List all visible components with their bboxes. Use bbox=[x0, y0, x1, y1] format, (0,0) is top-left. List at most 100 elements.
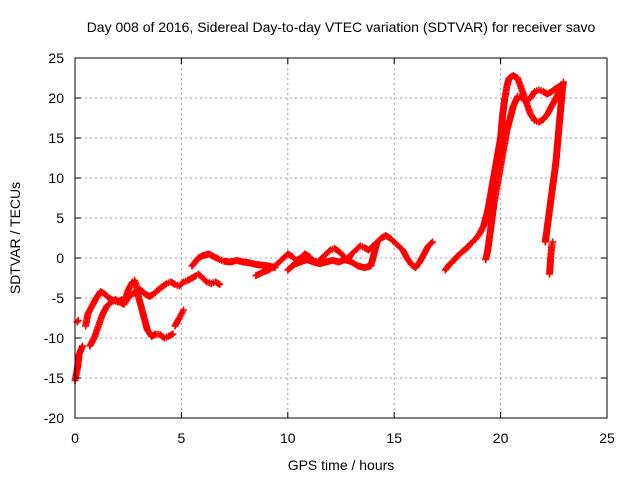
data-point bbox=[85, 325, 87, 327]
data-point bbox=[321, 257, 323, 259]
data-point bbox=[495, 161, 497, 163]
data-point bbox=[542, 119, 544, 121]
data-point bbox=[110, 301, 112, 303]
data-point bbox=[457, 255, 459, 257]
data-point bbox=[136, 285, 138, 287]
data-point bbox=[363, 247, 366, 249]
data-point bbox=[91, 305, 93, 307]
data-point bbox=[444, 269, 446, 271]
data-point bbox=[140, 289, 142, 291]
data-point bbox=[521, 97, 523, 99]
data-point bbox=[334, 247, 336, 249]
data-point bbox=[223, 260, 225, 262]
data-point bbox=[534, 119, 536, 121]
data-point bbox=[474, 239, 476, 241]
data-point bbox=[419, 261, 421, 263]
data-point bbox=[178, 285, 180, 287]
data-point bbox=[431, 241, 434, 243]
data-point bbox=[268, 269, 270, 271]
data-point bbox=[282, 257, 285, 259]
data-point bbox=[427, 245, 429, 247]
data-point bbox=[359, 245, 361, 247]
y-tick-label: -15 bbox=[44, 370, 64, 386]
series-track-10 bbox=[441, 72, 564, 274]
data-point bbox=[81, 345, 84, 347]
data-point bbox=[319, 263, 321, 265]
data-point bbox=[506, 85, 508, 87]
data-point bbox=[142, 313, 144, 315]
data-point bbox=[325, 253, 327, 255]
data-point bbox=[76, 369, 78, 371]
data-point bbox=[487, 209, 489, 211]
data-point bbox=[448, 263, 451, 265]
data-point bbox=[165, 283, 168, 285]
data-point bbox=[108, 297, 110, 299]
data-point bbox=[131, 281, 134, 283]
data-point bbox=[274, 265, 276, 267]
data-point bbox=[123, 303, 125, 305]
data-point bbox=[385, 235, 387, 237]
data-point bbox=[261, 271, 263, 273]
data-point bbox=[153, 293, 155, 295]
data-point bbox=[357, 265, 359, 267]
data-point bbox=[174, 325, 176, 327]
data-point bbox=[548, 273, 551, 275]
data-point bbox=[229, 261, 231, 263]
data-point bbox=[517, 77, 519, 79]
data-point bbox=[489, 233, 491, 235]
series-track-2 bbox=[73, 316, 82, 326]
series-track-5 bbox=[171, 306, 187, 330]
data-point bbox=[344, 259, 346, 261]
data-point bbox=[77, 319, 79, 321]
data-series bbox=[71, 72, 567, 384]
data-point bbox=[555, 87, 557, 89]
data-point bbox=[299, 257, 302, 259]
data-point bbox=[548, 209, 551, 211]
data-point bbox=[208, 253, 210, 255]
y-tick-label: 0 bbox=[56, 250, 64, 266]
data-point bbox=[552, 241, 554, 243]
data-point bbox=[157, 289, 159, 291]
data-point bbox=[95, 297, 97, 299]
x-tick-label: 0 bbox=[71, 430, 79, 446]
data-point bbox=[99, 291, 102, 293]
data-point bbox=[299, 261, 302, 263]
data-point bbox=[482, 225, 485, 227]
series-track-13 bbox=[546, 238, 557, 278]
data-point bbox=[525, 101, 527, 103]
data-point bbox=[255, 275, 257, 277]
series-track-7 bbox=[188, 250, 279, 272]
data-point bbox=[508, 121, 510, 123]
y-axis-label: SDTVAR / TECUs bbox=[7, 182, 23, 294]
data-point bbox=[512, 105, 514, 107]
data-point bbox=[512, 75, 514, 77]
data-point bbox=[517, 95, 519, 97]
data-point bbox=[355, 249, 357, 251]
data-point bbox=[206, 281, 208, 283]
data-point bbox=[197, 257, 200, 259]
data-point bbox=[312, 261, 314, 263]
data-point bbox=[325, 261, 327, 263]
data-point bbox=[214, 281, 217, 283]
data-point bbox=[497, 177, 500, 179]
data-point bbox=[97, 325, 100, 327]
data-point bbox=[406, 257, 408, 259]
series-track-11 bbox=[482, 82, 564, 264]
data-point bbox=[119, 301, 121, 303]
data-point bbox=[465, 247, 468, 249]
data-point bbox=[502, 113, 504, 115]
data-point bbox=[542, 91, 544, 93]
data-point bbox=[278, 261, 280, 263]
x-tick-label: 5 bbox=[178, 430, 186, 446]
data-point bbox=[212, 255, 214, 257]
data-point bbox=[131, 293, 134, 295]
data-point bbox=[553, 177, 555, 179]
data-point bbox=[461, 251, 463, 253]
data-point bbox=[389, 237, 391, 239]
y-tick-label: -5 bbox=[52, 290, 65, 306]
data-point bbox=[248, 262, 251, 264]
data-point bbox=[202, 277, 204, 279]
data-point bbox=[376, 241, 378, 243]
data-point bbox=[255, 263, 257, 265]
